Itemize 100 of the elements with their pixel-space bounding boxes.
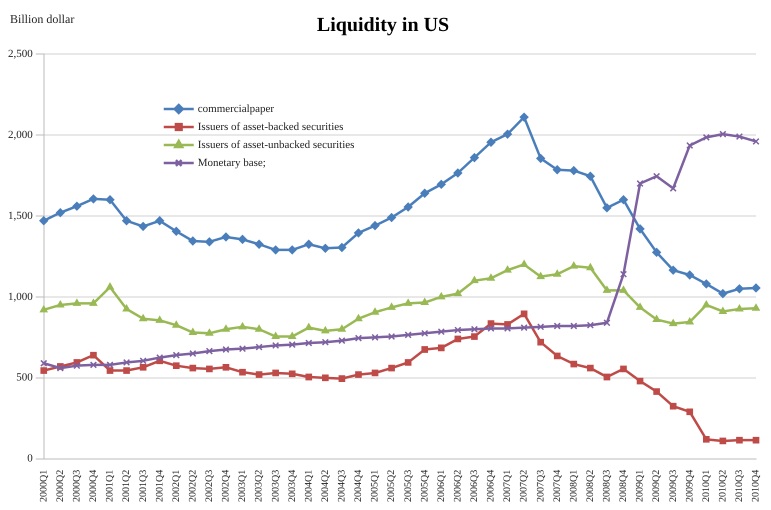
x-tick-label: 2007Q1 (502, 470, 514, 502)
point (322, 374, 329, 382)
point (603, 319, 611, 326)
point (106, 195, 115, 204)
point (553, 270, 562, 277)
point (735, 304, 744, 312)
point (338, 324, 346, 332)
point (421, 330, 428, 337)
x-tick-label: 2003Q4 (286, 470, 298, 502)
point (404, 331, 412, 338)
point (586, 322, 594, 329)
point (686, 317, 694, 324)
x-tick-label: 2006Q3 (469, 470, 480, 502)
point (172, 352, 180, 359)
point (388, 302, 396, 310)
x-tick-label: 2007Q3 (535, 470, 546, 502)
point (206, 348, 213, 355)
x-tick-label: 2005Q2 (386, 470, 398, 502)
x-tick-label: 2007Q2 (518, 470, 530, 502)
legend-label: Issuers of asset-unbacked securities (198, 138, 354, 151)
point (686, 142, 694, 150)
point (122, 358, 130, 366)
point (670, 184, 677, 192)
point (554, 352, 561, 360)
point (602, 203, 612, 212)
point (271, 245, 280, 254)
point (504, 324, 512, 332)
point (620, 270, 628, 278)
x-tick-label: 2003Q1 (237, 470, 248, 502)
point (752, 283, 760, 292)
point (620, 286, 628, 293)
point (520, 260, 528, 267)
x-tick-label: 2008Q1 (568, 470, 580, 502)
point (438, 328, 445, 336)
point (652, 315, 661, 322)
point (702, 436, 710, 443)
point (454, 336, 462, 342)
point (106, 361, 114, 368)
point (438, 344, 445, 352)
point (255, 324, 264, 332)
point (536, 272, 545, 280)
point (172, 320, 180, 328)
point (40, 367, 48, 374)
x-tick-label: 2007Q4 (552, 470, 563, 502)
point (487, 274, 495, 281)
point (720, 438, 726, 444)
point (371, 334, 379, 341)
point (172, 362, 180, 370)
x-tick-label: 2002Q4 (220, 470, 232, 502)
point (56, 300, 64, 308)
point (72, 298, 81, 306)
point (72, 202, 82, 211)
point (736, 436, 743, 444)
point (702, 134, 710, 141)
legend-label: Issuers of asset-backed securities (198, 120, 344, 133)
point (156, 354, 164, 362)
x-tick-label: 2005Q4 (419, 470, 430, 502)
point (56, 208, 65, 218)
point (355, 371, 362, 378)
point (537, 323, 544, 330)
point (354, 314, 362, 322)
x-tick-label: 2004Q1 (303, 470, 314, 502)
point (470, 326, 478, 333)
point (586, 172, 595, 181)
point (288, 332, 296, 340)
point (569, 166, 578, 176)
point (420, 298, 429, 306)
point (504, 266, 512, 273)
x-tick-label: 2010Q4 (750, 470, 762, 502)
point (719, 130, 726, 138)
point (371, 308, 379, 315)
y-tick-label: 2,000 (8, 128, 34, 141)
point (387, 213, 396, 222)
y-tick-label: 0 (27, 452, 34, 465)
point (653, 172, 660, 180)
point (669, 319, 678, 326)
point (90, 361, 98, 368)
point (702, 300, 710, 308)
x-tick-label: 2010Q3 (734, 470, 746, 502)
x-tick-label: 2010Q2 (717, 470, 728, 502)
point (718, 289, 728, 298)
point (122, 216, 132, 226)
point (537, 338, 544, 346)
y-tick-label: 1,000 (8, 290, 34, 303)
point (288, 245, 297, 254)
point (123, 367, 130, 374)
x-tick-label: 2009Q2 (651, 470, 662, 502)
point (122, 304, 131, 312)
point (636, 180, 644, 188)
x-tick-label: 2000Q3 (72, 470, 83, 502)
point (39, 216, 48, 226)
point (222, 324, 230, 332)
point (321, 326, 330, 334)
point (205, 328, 214, 336)
point (636, 224, 645, 234)
x-tick-label: 2002Q2 (187, 470, 198, 502)
point (388, 364, 395, 372)
point (370, 221, 380, 230)
point (620, 366, 627, 372)
point (388, 332, 396, 340)
